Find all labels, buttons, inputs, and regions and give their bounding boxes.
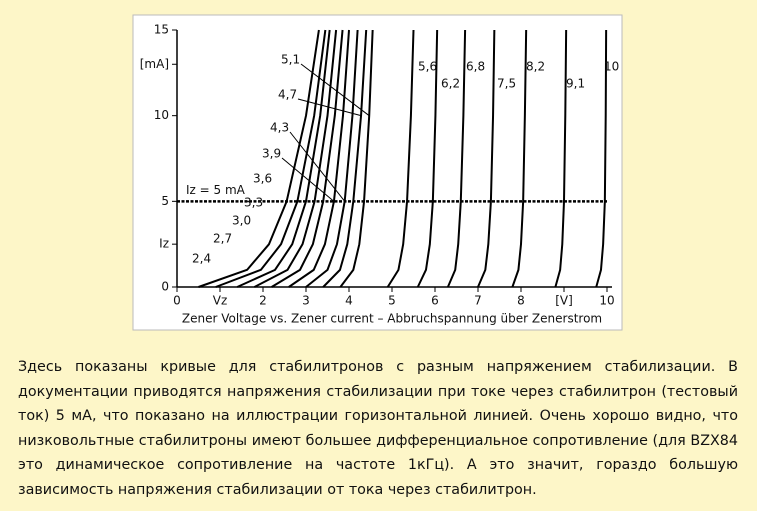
leader-line: [281, 157, 335, 202]
y-tick-label: 10: [154, 108, 169, 122]
y-tick-label: 5: [161, 194, 169, 208]
curve-label: 3,3: [244, 196, 263, 210]
curve: [215, 29, 327, 288]
curve-label: 4,7: [278, 88, 297, 102]
curve: [416, 29, 439, 288]
reference-label: Iz = 5 mA: [186, 183, 246, 197]
curve: [236, 29, 331, 288]
description: Здесь показаны кривые для стабилитронов …: [18, 359, 738, 498]
chart-frame: [132, 14, 623, 331]
leader-line: [300, 63, 370, 117]
curve-label: 8,2: [526, 60, 545, 74]
curve: [554, 29, 568, 288]
x-tick-label: 5: [388, 294, 396, 308]
curve: [271, 29, 344, 288]
chart: Zener Voltage vs. Zener current – Abbruc…: [132, 14, 623, 331]
curve: [322, 29, 368, 288]
curve: [477, 29, 496, 288]
x-tick-label: 4: [345, 294, 353, 308]
curve-label: 10: [604, 60, 619, 74]
curve: [446, 29, 467, 288]
curve-label: 7,5: [497, 77, 516, 91]
y-tick-label: 15: [154, 23, 169, 37]
y-tick-label: 0: [161, 280, 169, 294]
curve: [511, 29, 528, 288]
leader-line: [289, 131, 346, 202]
curve-label: 3,6: [253, 172, 272, 186]
x-tick-label: Vz: [213, 294, 228, 308]
curve-label: 2,7: [213, 232, 232, 246]
curve: [339, 29, 374, 288]
y-tick-label: Iz: [159, 237, 169, 251]
curve: [386, 29, 415, 288]
x-tick-label: 8: [517, 294, 525, 308]
x-tick-label: 0: [173, 294, 181, 308]
x-tick-label: 2: [259, 294, 267, 308]
curve: [253, 29, 338, 288]
curve-label: 3,9: [262, 147, 281, 161]
curve-label: 5,6: [418, 60, 437, 74]
curve-label: 4,3: [270, 121, 289, 135]
curve-label: 6,8: [466, 60, 485, 74]
curve-label: 6,2: [441, 77, 460, 91]
curve-label: 2,4: [192, 252, 211, 266]
curve-label: 3,0: [232, 214, 251, 228]
curve: [305, 29, 359, 288]
x-tick-label: [V]: [555, 294, 573, 308]
curve: [288, 29, 350, 288]
curve-label: 5,1: [281, 53, 300, 67]
x-tick-label: 7: [474, 294, 482, 308]
x-tick-label: 3: [302, 294, 310, 308]
x-axis-label: Zener Voltage vs. Zener current – Abbruc…: [182, 312, 602, 326]
x-tick-label: 6: [431, 294, 439, 308]
leader-line: [297, 98, 362, 117]
curve-label: 9,1: [566, 77, 585, 91]
x-tick-label: 10: [599, 294, 614, 308]
curve: [595, 29, 608, 288]
y-tick-label: [mA]: [140, 57, 169, 71]
